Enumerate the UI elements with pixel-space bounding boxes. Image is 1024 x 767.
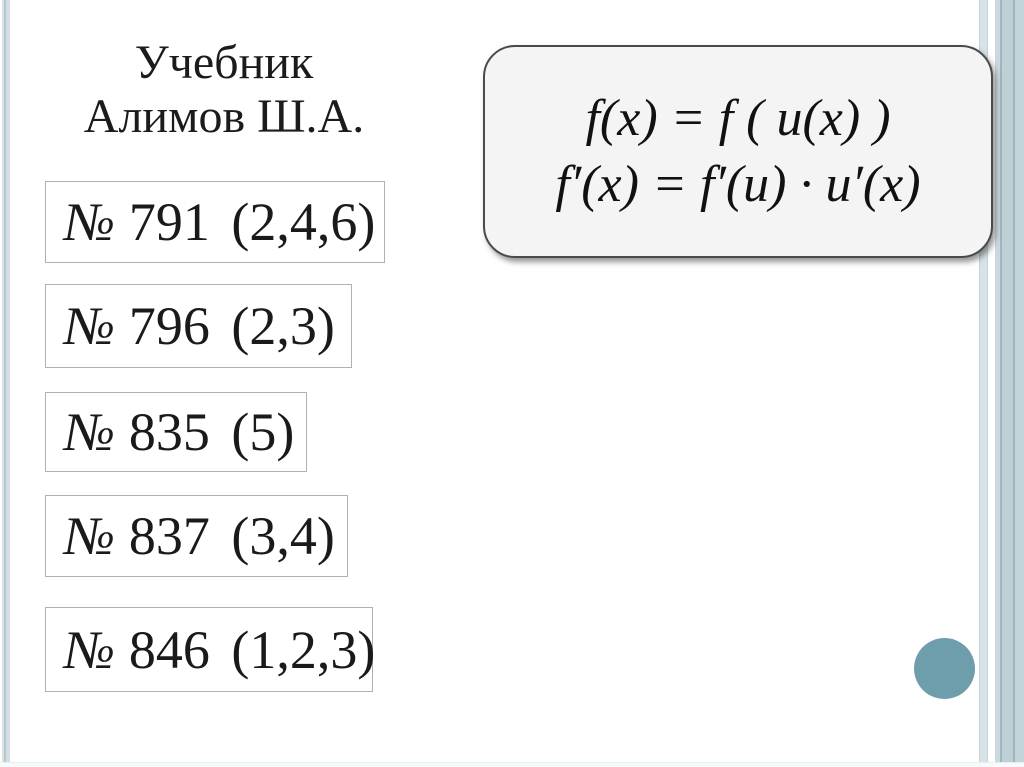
exercise-box-796: № 796 (2,3)	[45, 284, 352, 368]
numero-symbol: №	[64, 402, 115, 462]
exercise-label: 835 (5)	[128, 402, 295, 462]
formula-line-1: f(x) = f ( u(x) )	[585, 89, 891, 147]
page-title: Учебник Алимов Ш.А.	[40, 36, 408, 144]
formula-line-2: f′(x) = f′(u) · u′(x)	[555, 155, 921, 213]
numero-symbol: №	[64, 506, 115, 566]
formula-card: f(x) = f ( u(x) ) f′(x) = f′(u) · u′(x)	[483, 45, 993, 258]
title-line-1: Учебник	[134, 36, 314, 89]
exercise-box-846: № 846 (1,2,3)	[45, 607, 376, 692]
exercise-box-835: № 835 (5)	[45, 392, 307, 472]
bottom-edge-line	[0, 762, 1024, 767]
title-line-2: Алимов Ш.А.	[83, 90, 365, 144]
right-thin-stripe	[979, 0, 988, 767]
numero-symbol: №	[64, 192, 115, 252]
exercise-label: 796 (2,3)	[128, 296, 335, 356]
exercise-label: 837 (3,4)	[128, 506, 335, 566]
exercise-box-791: № 791 (2,4,6)	[45, 181, 385, 263]
accent-circle-decoration	[914, 638, 975, 699]
numero-symbol: №	[64, 619, 115, 680]
exercise-label: 791 (2,4,6)	[128, 192, 376, 252]
numero-symbol: №	[64, 296, 115, 356]
left-border-stripe	[2, 0, 10, 767]
right-border-band	[995, 0, 1024, 767]
exercise-label: 846 (1,2,3)	[128, 619, 376, 680]
exercise-box-837: № 837 (3,4)	[45, 495, 348, 577]
